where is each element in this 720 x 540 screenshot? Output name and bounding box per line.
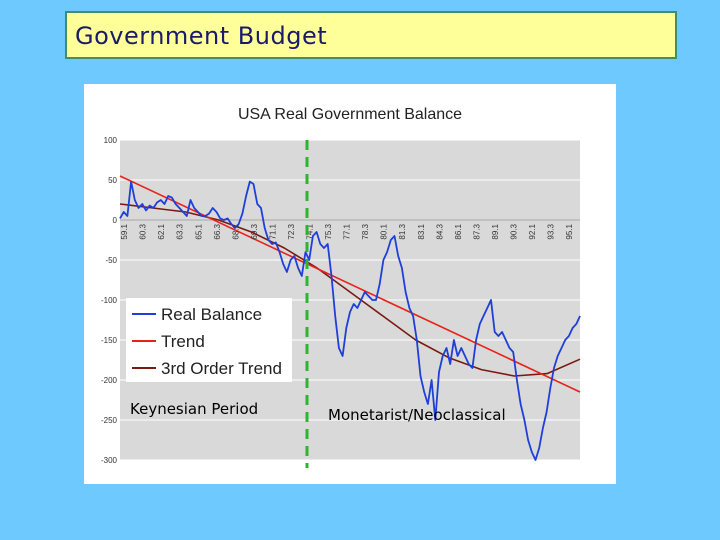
trend-line	[119, 175, 581, 393]
legend-label: Real Balance	[161, 305, 262, 324]
y-tick-label: -250	[101, 416, 118, 425]
x-tick-label: 74.1	[306, 223, 315, 239]
x-tick-label: 89.1	[491, 223, 500, 239]
x-tick-label: 60.3	[139, 223, 148, 239]
y-tick-label: 100	[104, 136, 118, 145]
third-order-trend-line	[119, 203, 581, 377]
x-tick-label: 78.3	[361, 223, 370, 239]
legend-label: Trend	[161, 332, 205, 351]
x-tick-label: 83.1	[417, 223, 426, 239]
x-tick-label: 93.3	[547, 223, 556, 239]
x-tick-label: 68.1	[231, 223, 240, 239]
x-axis-ticks: 59.1 60.3 62.1 63.3 65.1 66.3 68.1 69.3 71.1 72.3…	[120, 223, 574, 239]
real-balance-line	[119, 180, 581, 461]
x-tick-label: 84.3	[435, 223, 444, 239]
x-tick-label: 81.3	[398, 223, 407, 239]
y-tick-label: 0	[113, 216, 118, 225]
x-tick-label: 87.3	[472, 223, 481, 239]
x-tick-label: 71.1	[268, 223, 277, 239]
x-tick-label: 92.1	[528, 223, 537, 239]
series-layer	[119, 175, 581, 461]
x-tick-label: 65.1	[194, 223, 203, 239]
y-tick-label: -200	[101, 376, 118, 385]
y-tick-label: 50	[108, 176, 117, 185]
x-tick-label: 63.3	[176, 223, 185, 239]
y-tick-label: -100	[101, 296, 118, 305]
keynesian-period-label: Keynesian Period	[130, 400, 258, 418]
y-tick-label: -300	[101, 456, 118, 465]
x-tick-label: 80.1	[380, 223, 389, 239]
y-axis-ticks: 100 50 0 -50 -100 -150 -200 -250 -300	[101, 136, 118, 465]
x-tick-label: 59.1	[120, 223, 129, 239]
x-tick-label: 75.3	[324, 223, 333, 239]
chart-title: USA Real Government Balance	[238, 106, 462, 123]
x-tick-label: 95.1	[565, 223, 574, 239]
x-tick-label: 90.3	[509, 223, 518, 239]
x-tick-label: 66.3	[213, 223, 222, 239]
legend-label: 3rd Order Trend	[161, 359, 282, 378]
x-tick-label: 77.1	[343, 223, 352, 239]
slide-title-box: Government Budget	[65, 11, 677, 59]
x-tick-label: 86.1	[454, 223, 463, 239]
legend: Real Balance Trend 3rd Order Trend	[126, 298, 292, 382]
slide-title: Government Budget	[75, 22, 328, 50]
x-tick-label: 69.3	[250, 223, 259, 239]
y-tick-label: -50	[105, 256, 117, 265]
x-tick-label: 72.3	[287, 223, 296, 239]
y-tick-label: -150	[101, 336, 118, 345]
monetarist-period-label: Monetarist/Neoclassical	[328, 406, 506, 424]
x-tick-label: 62.1	[157, 223, 166, 239]
